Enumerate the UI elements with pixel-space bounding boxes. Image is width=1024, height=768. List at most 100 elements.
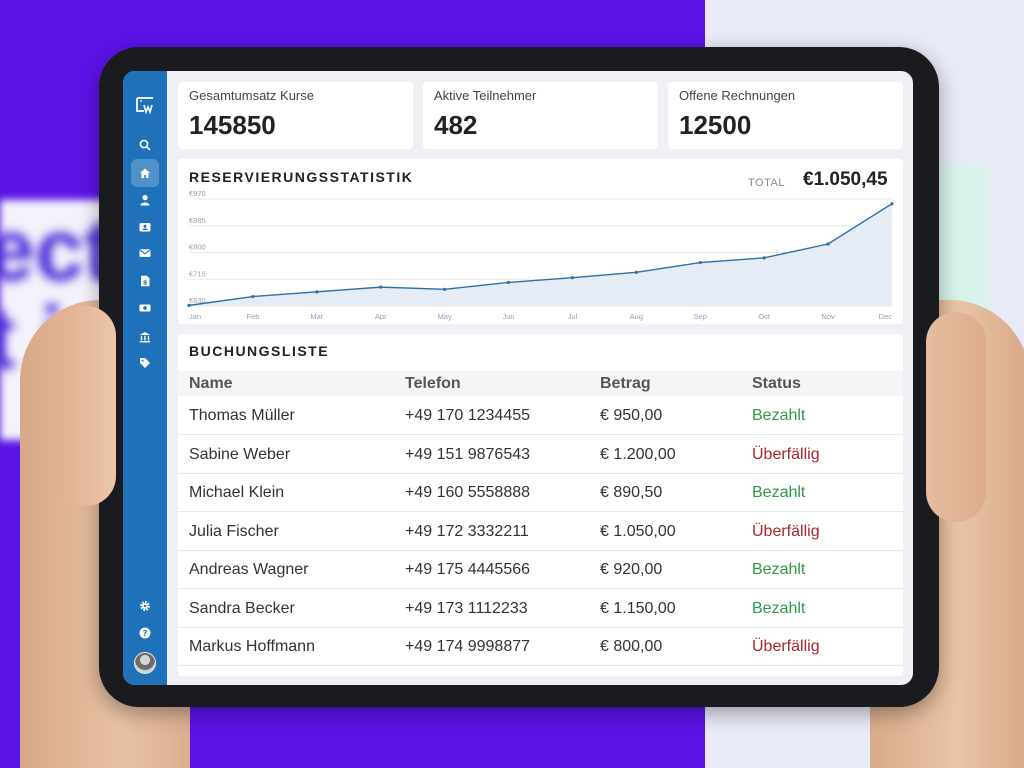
cell-amount: € 1.150,00 — [600, 599, 676, 617]
x-tick-label: Apr — [375, 312, 387, 321]
left-thumb — [54, 306, 116, 506]
y-tick-label: €970 — [189, 189, 206, 198]
cell-name: Sandra Becker — [189, 599, 295, 617]
data-point — [251, 294, 255, 299]
app-screen: $ ? Gesamtumsatz Kurse 145850 Aktive Tei… — [123, 71, 913, 685]
data-point — [315, 290, 319, 294]
x-tick-label: Jul — [568, 312, 578, 321]
cell-phone: +49 160 5558888 — [405, 484, 531, 501]
y-tick-label: €715 — [189, 269, 206, 278]
kpi-value: 12500 — [679, 110, 752, 140]
cell-name: Thomas Müller — [189, 407, 295, 424]
table-row[interactable]: Julia Fischer +49 172 3332211 € 1.050,00 Üb… — [178, 513, 903, 551]
x-tick-label: Sep — [694, 312, 707, 321]
data-point — [762, 256, 766, 260]
money-icon[interactable] — [131, 296, 159, 320]
cell-name: Andreas Wagner — [189, 561, 309, 578]
cell-name: Markus Hoffmann — [189, 638, 315, 655]
y-tick-label: €630 — [189, 296, 206, 305]
total-value: €1.050,45 — [803, 169, 888, 190]
table-row[interactable]: Sandra Becker +49 173 1112233 € 1.150,00 Be… — [178, 590, 903, 628]
data-point — [698, 260, 702, 265]
data-point — [634, 270, 638, 274]
column-header-name[interactable]: Name — [189, 375, 233, 392]
kpi-card-revenue: Gesamtumsatz Kurse 145850 — [178, 82, 413, 149]
x-tick-label: Aug — [630, 312, 643, 321]
cell-phone: +49 175 4445566 — [405, 561, 531, 578]
table-row[interactable]: Thomas Müller +49 170 1234455 € 950,00 Beza… — [178, 397, 903, 435]
cell-amount: € 890,50 — [600, 484, 663, 501]
search-icon[interactable] — [131, 133, 159, 157]
kpi-card-participants: Aktive Teilnehmer 482 — [423, 82, 658, 149]
cell-status: Bezahlt — [752, 407, 806, 424]
help-icon[interactable]: ? — [131, 621, 159, 645]
home-icon[interactable] — [131, 159, 159, 187]
data-point — [187, 303, 191, 307]
reservation-chart: €970 €885 €800 €715 €630 Jan Feb Mar Apr May Jun Ju… — [187, 189, 894, 321]
svg-text:$: $ — [143, 278, 148, 286]
cell-phone: +49 170 1234455 — [405, 407, 531, 424]
cell-phone: +49 151 9876543 — [405, 445, 531, 463]
right-thumb — [926, 312, 986, 522]
cell-status: Überfällig — [752, 638, 820, 655]
x-tick-label: May — [438, 312, 452, 321]
kpi-label: Gesamtumsatz Kurse — [189, 88, 314, 103]
cell-phone: +49 172 3332211 — [405, 522, 529, 540]
data-point — [890, 202, 894, 206]
x-tick-label: Jan — [189, 312, 201, 321]
data-point — [570, 276, 575, 280]
cell-amount: € 920,00 — [600, 561, 663, 578]
cell-status: Bezahlt — [752, 561, 806, 578]
data-point — [826, 242, 830, 246]
user-icon[interactable] — [131, 188, 159, 212]
cell-name: Michael Klein — [189, 484, 285, 501]
table-row[interactable]: Andreas Wagner +49 175 4445566 € 920,00 Bez… — [178, 551, 903, 589]
reservation-stats-panel: RESERVIERUNGSSTATISTIK TOTAL €1.050,45 €… — [178, 159, 903, 324]
tag-icon[interactable] — [131, 351, 159, 375]
kpi-card-open-invoices: Offene Rechnungen 12500 — [668, 82, 903, 149]
data-point — [443, 287, 447, 291]
x-tick-label: Nov — [821, 312, 835, 321]
avatar[interactable] — [134, 652, 156, 674]
cell-amount: € 950,00 — [600, 407, 663, 424]
cell-status: Bezahlt — [752, 599, 806, 617]
cell-status: Bezahlt — [752, 484, 806, 501]
column-header-amount[interactable]: Betrag — [600, 375, 651, 392]
table-row[interactable]: Markus Hoffmann +49 174 9998877 € 800,00 Üb… — [178, 628, 903, 666]
sidebar: $ ? — [123, 71, 167, 685]
contact-card-icon[interactable] — [131, 215, 159, 239]
x-tick-label: Jun — [502, 312, 514, 321]
panel-title: BUCHUNGSLISTE — [189, 343, 330, 359]
x-tick-label: Dec — [879, 312, 893, 321]
column-header-status[interactable]: Status — [752, 375, 801, 392]
cell-phone: +49 174 9998877 — [405, 638, 531, 655]
app-logo[interactable] — [135, 95, 155, 115]
cell-amount: € 800,00 — [600, 638, 663, 655]
cell-name: Sabine Weber — [189, 445, 291, 463]
table-header: Name Telefon Betrag Status — [178, 371, 903, 396]
cell-phone: +49 173 1112233 — [405, 599, 528, 617]
column-header-phone[interactable]: Telefon — [405, 375, 461, 392]
mail-icon[interactable] — [131, 241, 159, 265]
x-tick-label: Oct — [758, 312, 771, 321]
data-point — [379, 285, 383, 289]
data-point — [506, 280, 511, 284]
panel-title: RESERVIERUNGSSTATISTIK — [189, 169, 414, 185]
cell-amount: € 1.200,00 — [600, 445, 676, 463]
svg-text:?: ? — [143, 629, 148, 638]
gear-icon[interactable] — [131, 594, 159, 618]
kpi-label: Offene Rechnungen — [679, 88, 796, 103]
series-line — [188, 203, 893, 307]
bank-icon[interactable] — [131, 325, 159, 349]
x-tick-label: Feb — [246, 312, 259, 321]
invoice-icon[interactable]: $ — [131, 269, 159, 293]
kpi-value: 145850 — [189, 110, 276, 140]
table-row[interactable]: Michael Klein +49 160 5558888 € 890,50 Beza… — [178, 474, 903, 512]
total-label: TOTAL — [748, 177, 785, 189]
x-tick-label: Mar — [310, 312, 323, 321]
booking-list-panel: BUCHUNGSLISTE Name Telefon Betrag Status… — [178, 334, 903, 676]
cell-status: Überfällig — [752, 522, 820, 540]
kpi-label: Aktive Teilnehmer — [434, 88, 537, 103]
table-row[interactable]: Sabine Weber +49 151 9876543 € 1.200,00 Übe… — [178, 436, 903, 474]
cell-status: Überfällig — [752, 445, 820, 463]
